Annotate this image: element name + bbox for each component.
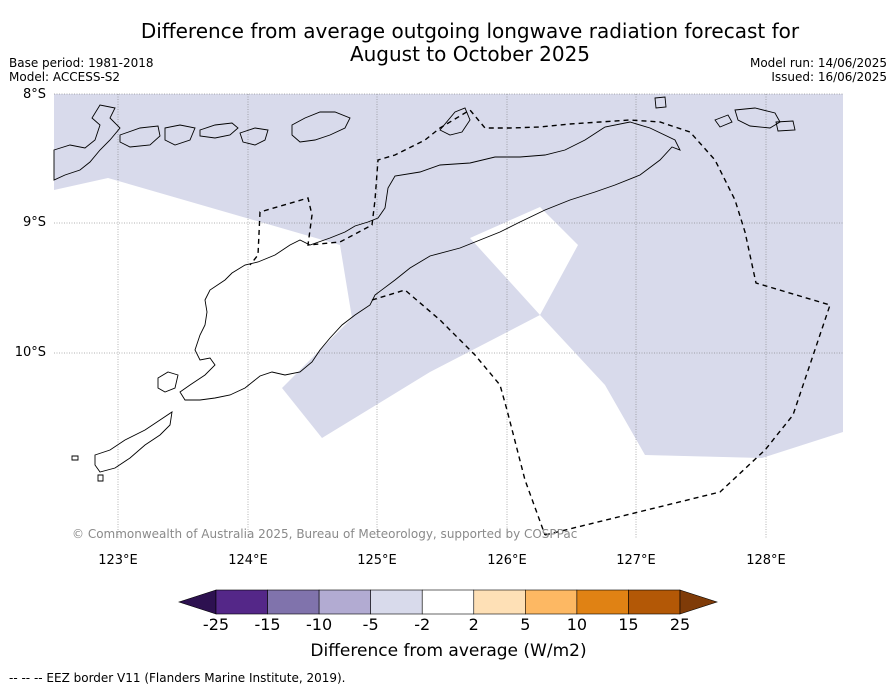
- pantar-island-outline: [239, 127, 269, 146]
- title-line-2: August to October 2025: [349, 42, 591, 66]
- colorbar-swatch: [370, 589, 423, 615]
- colorbar-tick-label: 15: [618, 615, 639, 634]
- eez-legend-text: -- -- -- EEZ border V11 (Flanders Marine…: [9, 671, 346, 685]
- colorbar-tick-label: 5: [520, 615, 531, 634]
- lakor-island-outline: [775, 120, 796, 132]
- colorbar-tick-label: -2: [414, 615, 431, 634]
- map-title: Difference from average outgoing longwav…: [100, 20, 840, 66]
- lon-label-127e: 127°E: [616, 553, 656, 568]
- colorbar-swatch: [473, 589, 526, 615]
- kisar-island-outline: [654, 96, 667, 109]
- small-island-outline-2: [97, 474, 104, 482]
- colorbar-swatch: [215, 589, 268, 615]
- semau-island-outline: [157, 371, 179, 393]
- colorbar-arrow-high: [679, 589, 718, 615]
- colorbar-tick-label: 10: [566, 615, 588, 634]
- wetar-island-outline: [291, 111, 351, 143]
- model-text: Model: ACCESS-S2: [9, 70, 121, 84]
- map-panel: [53, 93, 843, 538]
- colorbar-tick-label: -5: [362, 615, 379, 634]
- issued-text: Issued: 16/06/2025: [771, 70, 887, 84]
- eez-border: [249, 109, 831, 536]
- small-island-outline-1: [71, 455, 79, 461]
- flores-east-outline: [53, 104, 121, 181]
- lon-label-125e: 125°E: [357, 553, 397, 568]
- lon-label-126e: 126°E: [487, 553, 527, 568]
- title-line-1: Difference from average outgoing longwav…: [140, 19, 800, 43]
- colorbar-swatch: [267, 589, 320, 615]
- model-run-text: Model run: 14/06/2025: [749, 56, 887, 70]
- lon-label-128e: 128°E: [746, 553, 786, 568]
- colorbar-tick-label: 2: [468, 615, 479, 634]
- colorbar-swatch: [628, 589, 681, 615]
- meta-right: Model run: 14/06/2025 Issued: 16/06/2025: [750, 56, 887, 84]
- solor-island-outline: [119, 125, 161, 148]
- meta-left: Base period: 1981-2018 Model: ACCESS-S2: [9, 56, 154, 84]
- alor-island-outline: [199, 122, 239, 139]
- colorbar: [178, 589, 718, 615]
- anomaly-shading-region: [54, 94, 843, 458]
- colorbar-swatch: [525, 589, 578, 615]
- colorbar-tick-label: -15: [254, 615, 281, 634]
- lon-label-123e: 123°E: [98, 553, 138, 568]
- colorbar-label: Difference from average (W/m2): [310, 641, 587, 661]
- colorbar-tick-label: 25: [669, 615, 691, 634]
- lon-label-124e: 124°E: [228, 553, 268, 568]
- colorbar-swatch: [421, 589, 475, 615]
- timor-island-outline: [179, 121, 681, 401]
- lembata-island-outline: [164, 124, 196, 146]
- moa-island-outline: [734, 107, 781, 129]
- base-period-text: Base period: 1981-2018: [9, 56, 154, 70]
- colorbar-tick-label: -25: [202, 615, 230, 634]
- colorbar-arrow-low: [178, 589, 217, 615]
- roti-island-outline: [94, 411, 173, 473]
- colorbar-swatch: [576, 589, 629, 615]
- leti-island-outline: [714, 114, 733, 128]
- copyright-text: © Commonwealth of Australia 2025, Bureau…: [72, 527, 578, 541]
- coastlines: [53, 96, 796, 482]
- lat-label-8s: 8°S: [22, 87, 46, 102]
- lat-label-9s: 9°S: [22, 215, 46, 230]
- lat-label-10s: 10°S: [14, 345, 46, 360]
- colorbar-tick-label: -10: [306, 615, 333, 634]
- atauro-island-outline: [439, 107, 471, 136]
- colorbar-swatch: [318, 589, 371, 615]
- grid: [54, 93, 843, 538]
